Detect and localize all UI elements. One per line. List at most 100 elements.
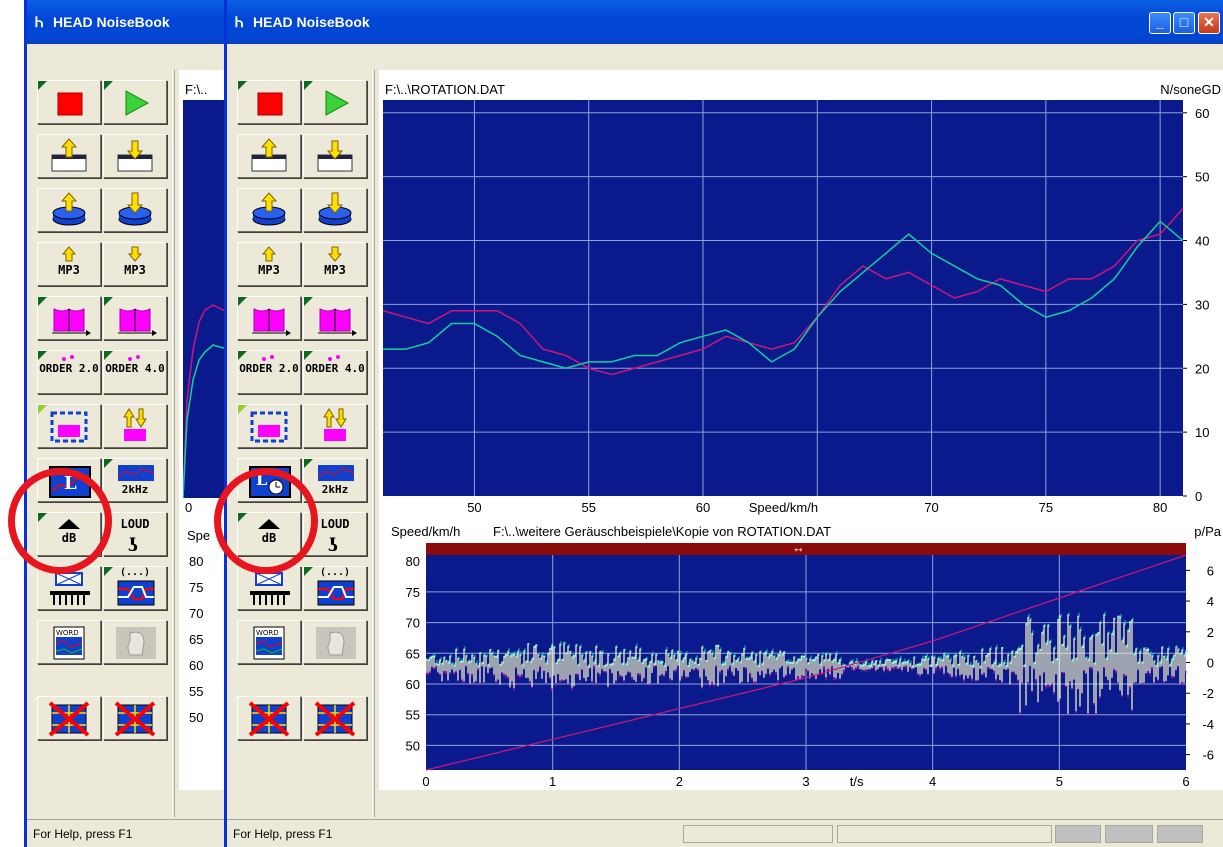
x-tick-label: 55 xyxy=(581,500,595,515)
order-2-button[interactable]: ORDER 2.0 xyxy=(37,350,101,394)
analysis-1-button[interactable] xyxy=(237,296,301,340)
upload-disk-button[interactable] xyxy=(37,188,101,232)
y-tick-label: 20 xyxy=(1195,361,1209,376)
status-panel-4 xyxy=(1105,825,1153,843)
svg-text:WORD: WORD xyxy=(56,629,79,637)
download-disk-button[interactable] xyxy=(303,188,367,232)
back-y-tick: 65 xyxy=(189,632,204,647)
back-status-bar: For Help, press F1 xyxy=(27,819,227,847)
2khz-button[interactable]: 2kHz xyxy=(303,458,367,502)
back-window[interactable]: Ꮒ HEAD NoiseBook MP3 MP3 ORDER 2.0 ORDER 4.… xyxy=(24,0,230,847)
play-button[interactable] xyxy=(303,80,367,124)
red-x-grid-icon xyxy=(248,701,290,737)
series-line-2 xyxy=(383,220,1184,370)
svg-text:ʖ: ʖ xyxy=(328,535,338,555)
series-line-1 xyxy=(383,208,1184,376)
arrow-down-disk-icon xyxy=(118,192,152,226)
back-plot xyxy=(182,100,227,499)
back-window-titlebar[interactable]: Ꮒ HEAD NoiseBook xyxy=(27,0,227,44)
front-window-titlebar[interactable]: Ꮒ HEAD NoiseBook _ □ ✕ xyxy=(227,0,1223,44)
x-tick-label: 70 xyxy=(924,500,938,515)
toolbar-separator xyxy=(172,70,175,817)
back-y-tick: 70 xyxy=(189,606,204,621)
select-range-button[interactable] xyxy=(37,404,101,448)
filter-curve-button[interactable]: (...) xyxy=(103,566,167,610)
level-button[interactable]: L xyxy=(237,458,301,502)
clear-1-button[interactable] xyxy=(37,696,101,740)
x-tick-label: 0 xyxy=(422,774,429,789)
export-window-button[interactable] xyxy=(303,134,367,178)
back-status-text: For Help, press F1 xyxy=(33,827,133,841)
bottom-chart[interactable]: 80 75 70 65 60 55 50 6 4 2 0 -2 -4 -6 0 1 2 3 4 5 6 t/s xyxy=(379,555,1223,790)
top-plot-background xyxy=(383,100,1183,496)
clear-2-button[interactable] xyxy=(303,696,367,740)
loud-button[interactable]: ʖ LOUD xyxy=(103,512,167,556)
head-button[interactable] xyxy=(103,620,167,664)
stop-button[interactable] xyxy=(37,80,101,124)
level-button[interactable]: L xyxy=(37,458,101,502)
head-icon xyxy=(116,627,156,659)
svg-text:L: L xyxy=(256,470,267,489)
back-toolbar: MP3 MP3 ORDER 2.0 ORDER 4.0 L 2kHz dB ʖ LOUD (...… xyxy=(35,70,177,790)
export-window-button[interactable] xyxy=(103,134,167,178)
select-range-button[interactable] xyxy=(237,404,301,448)
y-tick-label: 60 xyxy=(1195,106,1209,121)
button-label: (...) xyxy=(119,567,151,578)
resize-handle-icon[interactable]: ↔ xyxy=(792,540,805,555)
play-button[interactable] xyxy=(103,80,167,124)
order-4-button[interactable]: ORDER 4.0 xyxy=(103,350,167,394)
button-label: MP3 xyxy=(124,263,146,277)
filter-bank-icon xyxy=(50,572,90,605)
clear-1-button[interactable] xyxy=(237,696,301,740)
x-tick-label: 4 xyxy=(929,774,936,789)
maximize-button[interactable]: □ xyxy=(1173,12,1195,34)
download-disk-button[interactable] xyxy=(103,188,167,232)
analysis-2-button[interactable] xyxy=(303,296,367,340)
import-window-button[interactable] xyxy=(37,134,101,178)
loud-button[interactable]: ʖ LOUD xyxy=(303,512,367,556)
order-2-button[interactable]: ORDER 2.0 xyxy=(237,350,301,394)
close-button[interactable]: ✕ xyxy=(1198,12,1220,34)
import-window-button[interactable] xyxy=(237,134,301,178)
word-button[interactable]: WORD xyxy=(37,620,101,664)
chart-area: F:\..\ROTATION.DAT N/soneGD 60 50 40 30 20 10… xyxy=(379,70,1223,790)
status-panel-2 xyxy=(837,825,1052,843)
mp3-import-button[interactable]: MP3 xyxy=(237,242,301,286)
analysis-1-button[interactable] xyxy=(37,296,101,340)
filter-bank-button[interactable] xyxy=(37,566,101,610)
head-button[interactable] xyxy=(303,620,367,664)
swap-button[interactable] xyxy=(103,404,167,448)
analysis-2-button[interactable] xyxy=(103,296,167,340)
y-tick-label: 0 xyxy=(1195,489,1202,504)
front-window[interactable]: Ꮒ HEAD NoiseBook _ □ ✕ MP3 MP3 ORDER 2.0 OR… xyxy=(224,0,1223,847)
filter-curve-button[interactable]: (...) xyxy=(303,566,367,610)
word-button[interactable]: WORD xyxy=(237,620,301,664)
dashed-box-icon xyxy=(50,411,88,443)
red-x-grid-icon xyxy=(314,701,356,737)
clear-2-button[interactable] xyxy=(103,696,167,740)
mp3-export-button[interactable]: MP3 xyxy=(103,242,167,286)
arrow-up-window-icon xyxy=(51,138,87,172)
2khz-button[interactable]: 2kHz xyxy=(103,458,167,502)
time-range-scrollbar[interactable]: ↔ xyxy=(426,540,1186,555)
x-tick-label: 50 xyxy=(467,500,481,515)
speed-line xyxy=(425,555,1187,771)
db-button[interactable]: dB xyxy=(237,512,301,556)
order-4-button[interactable]: ORDER 4.0 xyxy=(303,350,367,394)
db-button[interactable]: dB xyxy=(37,512,101,556)
dashed-box-icon xyxy=(250,411,288,443)
arrow-up-disk-icon xyxy=(52,192,86,226)
app-logo-icon: Ꮒ xyxy=(235,14,244,30)
right-tick-label: 4 xyxy=(1207,594,1214,609)
mp3-export-button[interactable]: MP3 xyxy=(303,242,367,286)
minimize-button[interactable]: _ xyxy=(1149,12,1171,34)
back-menu-bar xyxy=(27,44,227,70)
top-chart[interactable]: 60 50 40 30 20 10 0 50 55 60 70 75 80 Speed/km/h xyxy=(383,98,1223,528)
stop-button[interactable] xyxy=(237,80,301,124)
x-axis-label: t/s xyxy=(850,774,864,789)
filter-bank-button[interactable] xyxy=(237,566,301,610)
swap-button[interactable] xyxy=(303,404,367,448)
y-tick-label: 50 xyxy=(1195,170,1209,185)
upload-disk-button[interactable] xyxy=(237,188,301,232)
mp3-import-button[interactable]: MP3 xyxy=(37,242,101,286)
